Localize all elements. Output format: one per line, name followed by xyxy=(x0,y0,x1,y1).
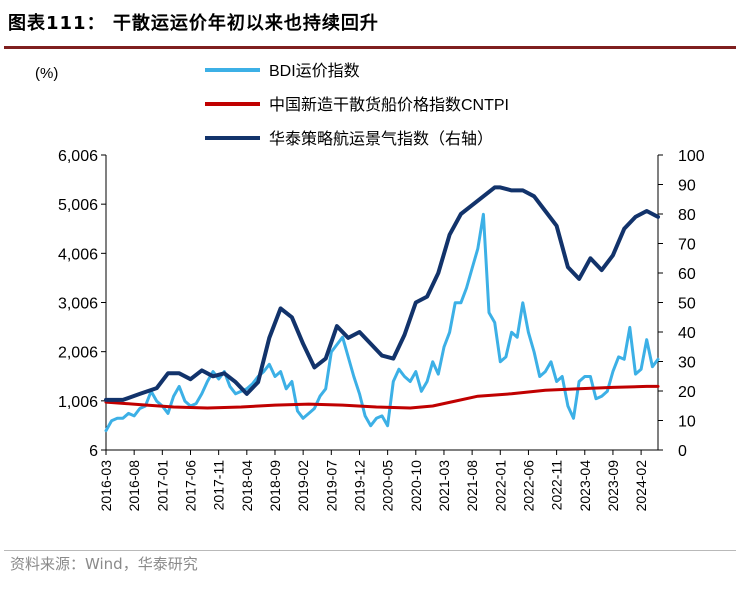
left-tick-label: 1,006 xyxy=(58,394,98,411)
left-tick-label: 5,006 xyxy=(58,197,98,214)
footer-divider xyxy=(4,550,736,551)
x-tick-label: 2022-11 xyxy=(549,460,565,511)
left-tick-label: 6 xyxy=(89,443,98,460)
x-tick-label: 2016-08 xyxy=(126,460,142,512)
x-tick-label: 2019-07 xyxy=(323,460,339,512)
left-tick-label: 2,006 xyxy=(58,345,98,362)
legend-label-2: 中国新造干散货船价格指数CNTPI xyxy=(269,96,509,114)
x-tick-label: 2019-02 xyxy=(295,460,311,512)
title-divider xyxy=(4,46,736,49)
right-tick-label: 10 xyxy=(678,414,696,431)
left-tick-label: 4,006 xyxy=(58,246,98,263)
series-line-2 xyxy=(104,384,660,410)
x-tick-label: 2018-04 xyxy=(239,460,255,512)
x-tick-label: 2018-09 xyxy=(267,460,283,512)
x-tick-label: 2017-11 xyxy=(211,460,227,511)
series-line-1 xyxy=(104,212,660,433)
x-tick-label: 2019-12 xyxy=(351,460,367,512)
x-tick-label: 2022-01 xyxy=(492,460,508,512)
right-tick-label: 100 xyxy=(678,148,705,165)
right-tick-label: 80 xyxy=(678,207,696,224)
series-line-3 xyxy=(104,185,660,402)
x-tick-label: 2021-08 xyxy=(464,460,480,512)
right-tick-label: 90 xyxy=(678,178,696,195)
right-tick-label: 30 xyxy=(678,355,696,372)
chart-area: (%) 6 1,006 2,006 3,006 4,006 5,006 6,006 0 10 20 3… xyxy=(35,62,705,511)
x-tick-label: 2020-10 xyxy=(408,460,424,512)
x-tick-label: 2023-09 xyxy=(605,460,621,512)
right-tick-label: 60 xyxy=(678,266,696,283)
source-note: 资料来源：Wind，华泰研究 xyxy=(10,555,198,573)
x-tick-label: 2024-02 xyxy=(633,460,649,512)
right-tick-label: 20 xyxy=(678,384,696,401)
left-tick-label: 3,006 xyxy=(58,296,98,313)
x-tick-label: 2020-05 xyxy=(380,460,396,512)
left-axis-unit: (%) xyxy=(35,65,58,82)
series-group xyxy=(104,185,660,433)
axes-group: (%) 6 1,006 2,006 3,006 4,006 5,006 6,006 0 10 20 3… xyxy=(35,65,705,511)
x-tick-label: 2022-06 xyxy=(520,460,536,512)
x-tick-label: 2023-04 xyxy=(577,460,593,512)
legend-label-3: 华泰策略航运景气指数（右轴） xyxy=(269,130,493,148)
right-tick-label: 50 xyxy=(678,296,696,313)
x-tick-label: 2016-03 xyxy=(98,460,114,512)
left-tick-label: 6,006 xyxy=(58,148,98,165)
right-tick-label: 70 xyxy=(678,237,696,254)
chart-title: 图表111： 干散运运价年初以来也持续回升 xyxy=(8,13,379,34)
right-tick-label: 0 xyxy=(678,443,687,460)
x-tick-label: 2017-01 xyxy=(154,460,170,512)
x-tick-label: 2017-06 xyxy=(182,460,198,512)
right-tick-label: 40 xyxy=(678,325,696,342)
x-tick-label: 2021-03 xyxy=(436,460,452,512)
legend-label-1: BDI运价指数 xyxy=(269,62,360,80)
